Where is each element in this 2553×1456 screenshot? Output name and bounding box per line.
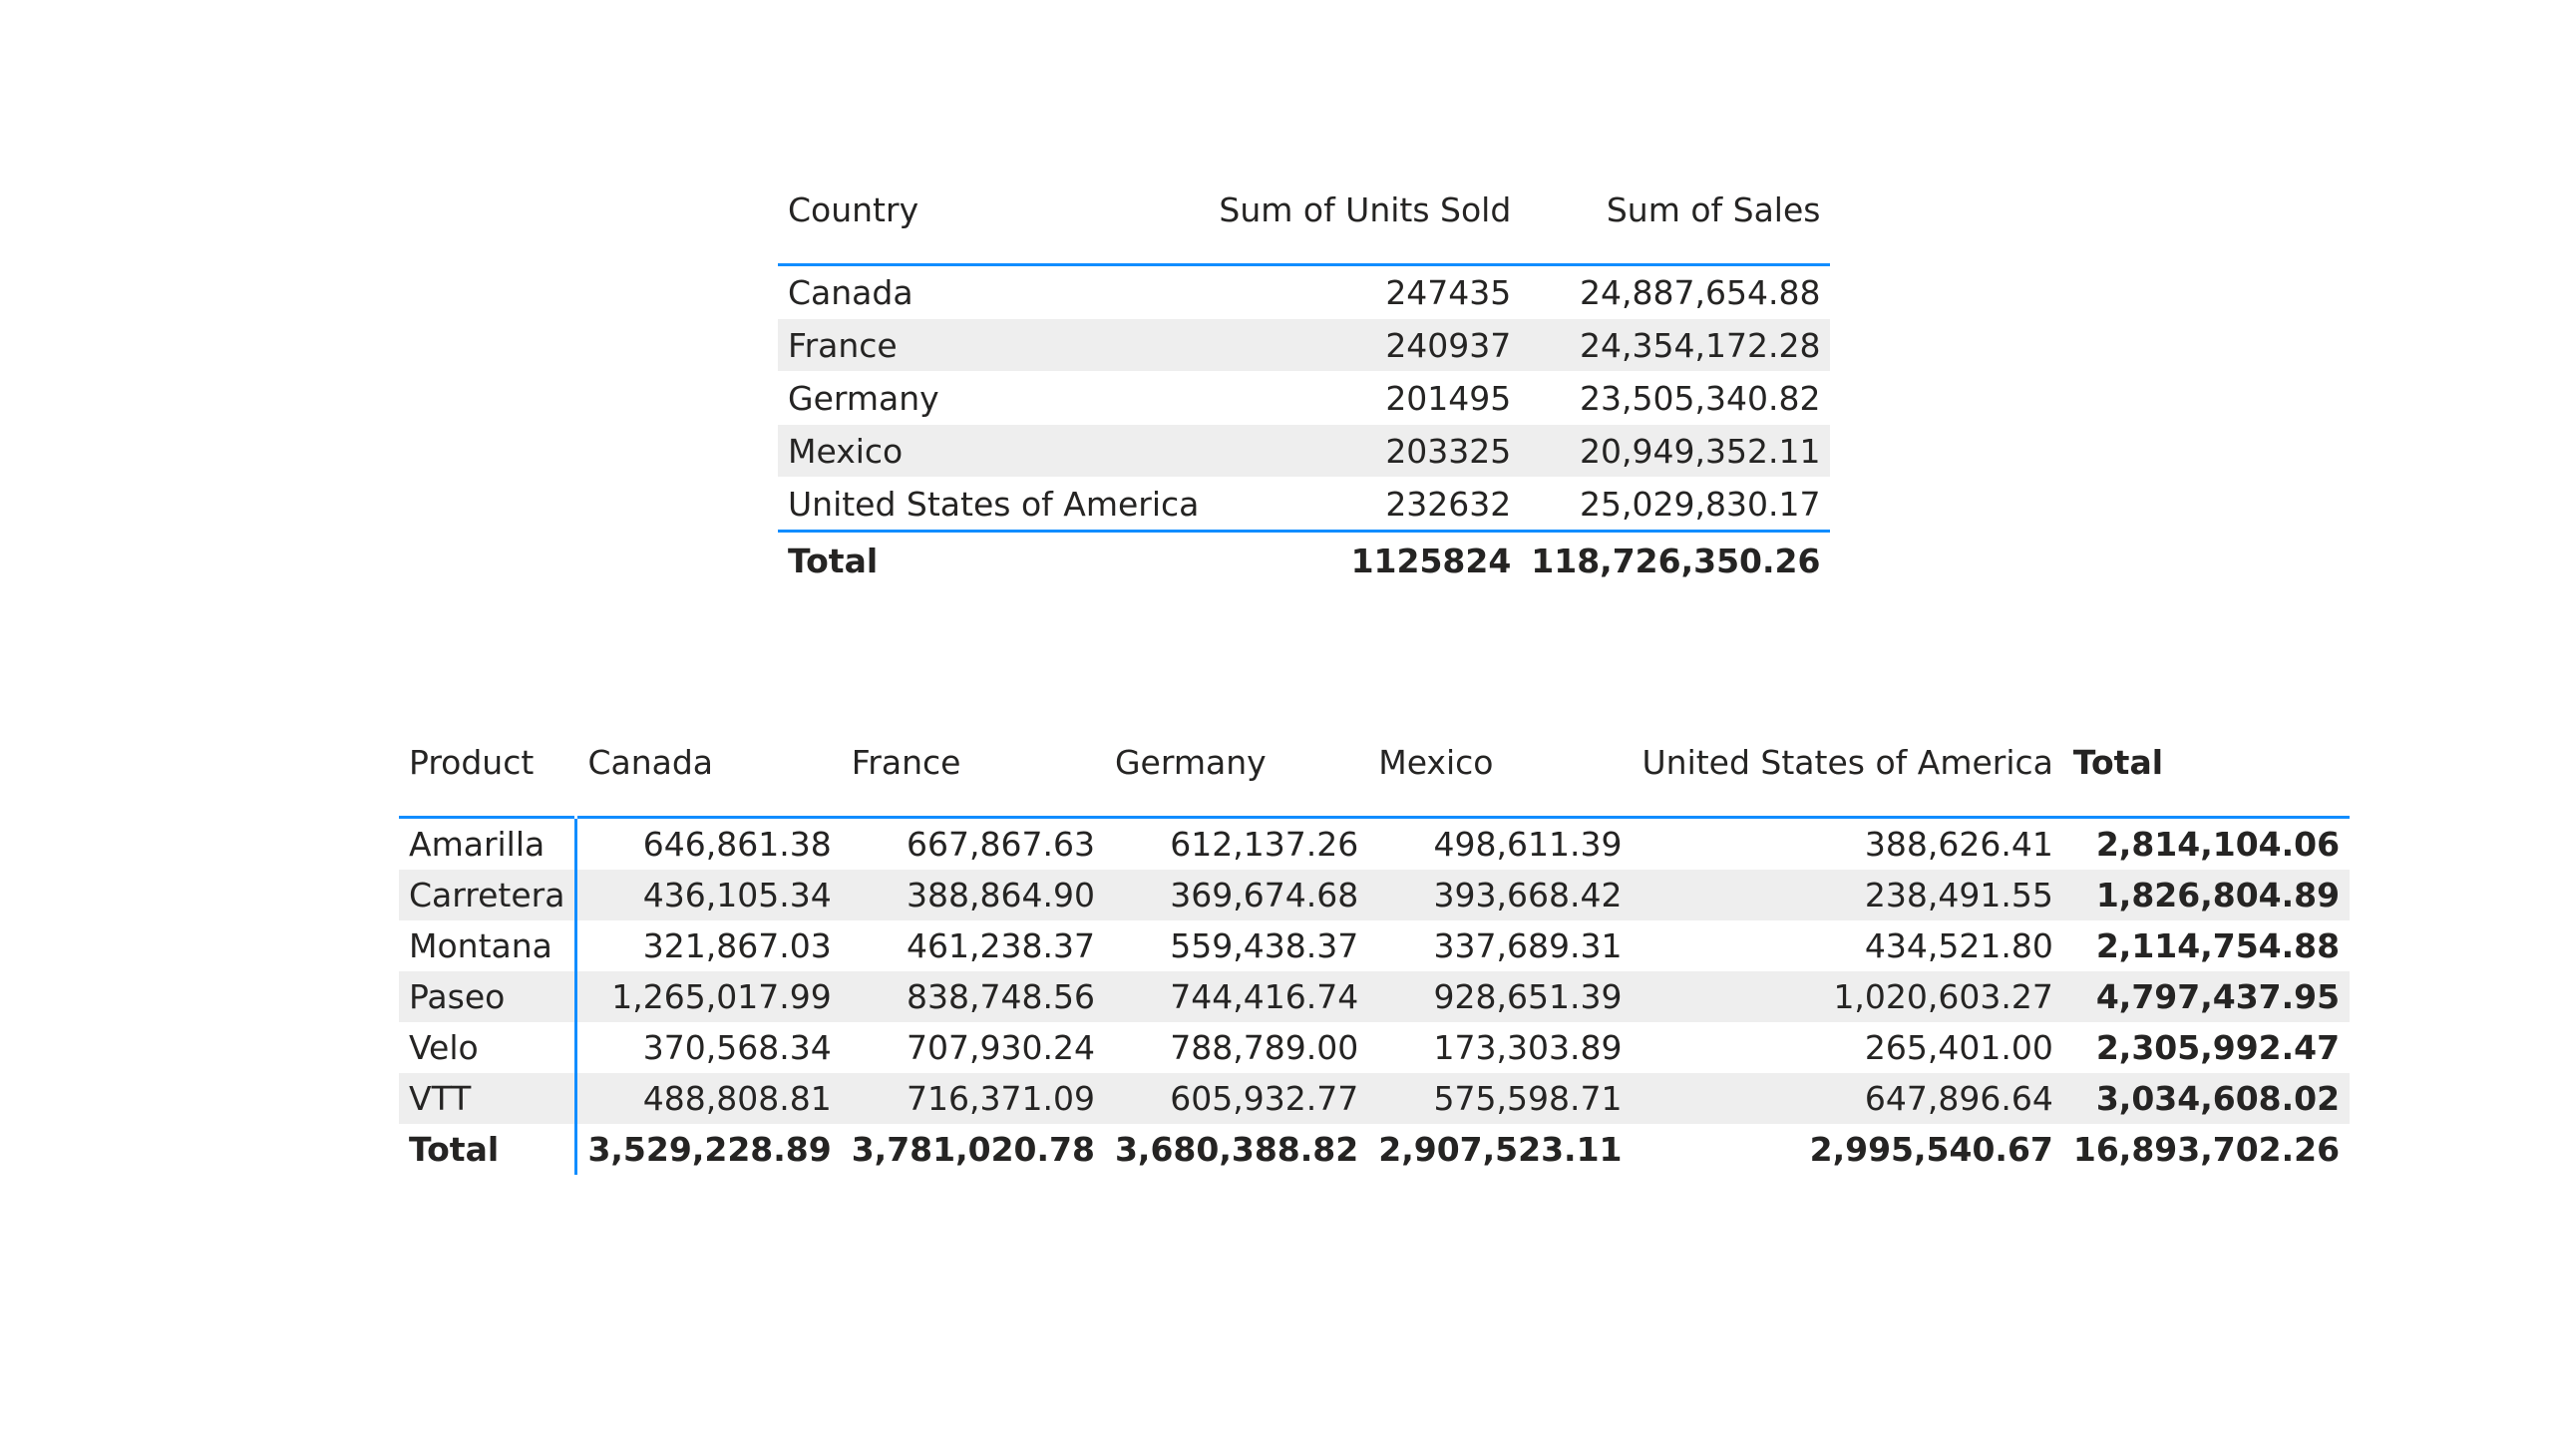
cell-units-sold: 247435 — [1385, 272, 1512, 312]
cell-mexico: 575,598.71 — [1368, 1073, 1633, 1124]
total-sales: 118,726,350.26 — [1531, 542, 1821, 580]
cell-germany: 605,932.77 — [1104, 1073, 1369, 1124]
column-header-product[interactable]: Product — [409, 743, 535, 782]
table-row: France 240937 24,354,172.28 — [778, 318, 1831, 372]
cell-germany: 369,674.68 — [1104, 870, 1369, 920]
total-row: Total 3,529,228.89 3,781,020.78 3,680,38… — [399, 1124, 2350, 1175]
column-header-canada[interactable]: Canada — [587, 743, 714, 782]
column-header-sales[interactable]: Sum of Sales — [1606, 190, 1821, 229]
cell-mexico: 173,303.89 — [1433, 1028, 1623, 1067]
cell-units-sold: 240937 — [1209, 318, 1522, 372]
cell-product[interactable]: Carretera — [399, 870, 578, 920]
cell-units-sold: 232632 — [1385, 484, 1512, 524]
cell-germany: 788,789.00 — [1170, 1028, 1359, 1067]
cell-canada: 436,105.34 — [575, 870, 842, 920]
cell-canada: 488,808.81 — [575, 1073, 842, 1124]
product-country-matrix: Product Canada France Germany Mexico Uni… — [399, 738, 2351, 1175]
cell-germany: 744,416.74 — [1104, 971, 1369, 1022]
cell-country: Germany — [788, 378, 939, 418]
cell-product[interactable]: Velo — [399, 1022, 578, 1073]
total-units-sold: 1125824 — [1350, 542, 1512, 580]
table-row: Canada 247435 24,887,654.88 — [778, 265, 1831, 319]
cell-row-total: 3,034,608.02 — [2062, 1073, 2351, 1124]
table-row: Carretera 436,105.34 388,864.90 369,674.… — [399, 870, 2351, 920]
total-usa: 2,995,540.67 — [1809, 1130, 2053, 1169]
cell-germany: 559,438.37 — [1170, 926, 1359, 965]
total-germany: 3,680,388.82 — [1114, 1130, 1359, 1169]
cell-usa: 1,020,603.27 — [1632, 971, 2063, 1022]
cell-sales: 20,949,352.11 — [1521, 424, 1831, 478]
column-header-mexico[interactable]: Mexico — [1378, 743, 1494, 782]
cell-sales: 24,887,654.88 — [1580, 272, 1821, 312]
total-label: Total — [399, 1124, 578, 1175]
grand-total: 16,893,702.26 — [2072, 1130, 2341, 1169]
table-header-row: Country Sum of Units Sold Sum of Sales — [778, 185, 1831, 265]
column-header-germany[interactable]: Germany — [1114, 743, 1267, 782]
cell-france: 388,864.90 — [841, 870, 1105, 920]
table-row: Germany 201495 23,505,340.82 — [778, 372, 1831, 425]
cell-mexico: 337,689.31 — [1433, 926, 1623, 965]
country-summary-table: Country Sum of Units Sold Sum of Sales C… — [778, 185, 1831, 590]
cell-canada: 1,265,017.99 — [575, 971, 842, 1022]
table-row: United States of America 232632 25,029,8… — [778, 478, 1831, 532]
cell-canada: 321,867.03 — [642, 926, 832, 965]
cell-canada: 646,861.38 — [642, 825, 832, 864]
cell-country: France — [778, 318, 1210, 372]
cell-usa: 265,401.00 — [1864, 1028, 2053, 1067]
table-row: Montana 321,867.03 461,238.37 559,438.37… — [399, 920, 2350, 971]
total-canada: 3,529,228.89 — [587, 1130, 832, 1169]
cell-row-total: 1,826,804.89 — [2062, 870, 2351, 920]
cell-row-total: 2,305,992.47 — [2095, 1028, 2341, 1067]
cell-france: 707,930.24 — [907, 1028, 1095, 1067]
cell-usa: 647,896.64 — [1632, 1073, 2063, 1124]
cell-row-total: 4,797,437.95 — [2062, 971, 2351, 1022]
cell-germany: 612,137.26 — [1170, 825, 1359, 864]
cell-country: Mexico — [778, 424, 1210, 478]
cell-mexico: 393,668.42 — [1368, 870, 1633, 920]
table-row: Mexico 203325 20,949,352.11 — [778, 424, 1831, 478]
matrix-header-row: Product Canada France Germany Mexico Uni… — [399, 738, 2351, 818]
cell-row-total: 2,114,754.88 — [2095, 926, 2341, 965]
column-header-units-sold[interactable]: Sum of Units Sold — [1219, 190, 1512, 229]
table-row: Paseo 1,265,017.99 838,748.56 744,416.74… — [399, 971, 2351, 1022]
cell-country: United States of America — [788, 484, 1200, 524]
cell-mexico: 498,611.39 — [1433, 825, 1623, 864]
cell-france: 838,748.56 — [841, 971, 1105, 1022]
cell-france: 716,371.09 — [841, 1073, 1105, 1124]
cell-product[interactable]: Amarilla — [399, 817, 578, 870]
cell-mexico: 928,651.39 — [1368, 971, 1633, 1022]
cell-sales: 23,505,340.82 — [1580, 378, 1821, 418]
cell-country: Canada — [788, 272, 913, 312]
cell-sales: 25,029,830.17 — [1580, 484, 1821, 524]
cell-product[interactable]: Montana — [399, 920, 578, 971]
table-row: Velo 370,568.34 707,930.24 788,789.00 17… — [399, 1022, 2350, 1073]
column-header-france[interactable]: France — [851, 743, 961, 782]
cell-france: 461,238.37 — [907, 926, 1095, 965]
cell-france: 667,867.63 — [907, 825, 1095, 864]
cell-row-total: 2,814,104.06 — [2095, 825, 2341, 864]
cell-units-sold: 203325 — [1209, 424, 1522, 478]
cell-sales: 24,354,172.28 — [1521, 318, 1831, 372]
table-row: Amarilla 646,861.38 667,867.63 612,137.2… — [399, 817, 2350, 870]
total-row: Total 1125824 118,726,350.26 — [778, 531, 1831, 590]
column-header-total[interactable]: Total — [2072, 743, 2164, 782]
table-row: VTT 488,808.81 716,371.09 605,932.77 575… — [399, 1073, 2351, 1124]
column-header-usa[interactable]: United States of America — [1641, 743, 2053, 782]
cell-usa: 434,521.80 — [1864, 926, 2053, 965]
column-header-country[interactable]: Country — [788, 190, 919, 229]
cell-units-sold: 201495 — [1385, 378, 1512, 418]
total-france: 3,781,020.78 — [851, 1130, 1095, 1169]
cell-product[interactable]: VTT — [399, 1073, 578, 1124]
total-mexico: 2,907,523.11 — [1378, 1130, 1623, 1169]
cell-product[interactable]: Paseo — [399, 971, 578, 1022]
cell-canada: 370,568.34 — [642, 1028, 832, 1067]
cell-usa: 388,626.41 — [1864, 825, 2053, 864]
total-label: Total — [788, 542, 879, 580]
cell-usa: 238,491.55 — [1632, 870, 2063, 920]
